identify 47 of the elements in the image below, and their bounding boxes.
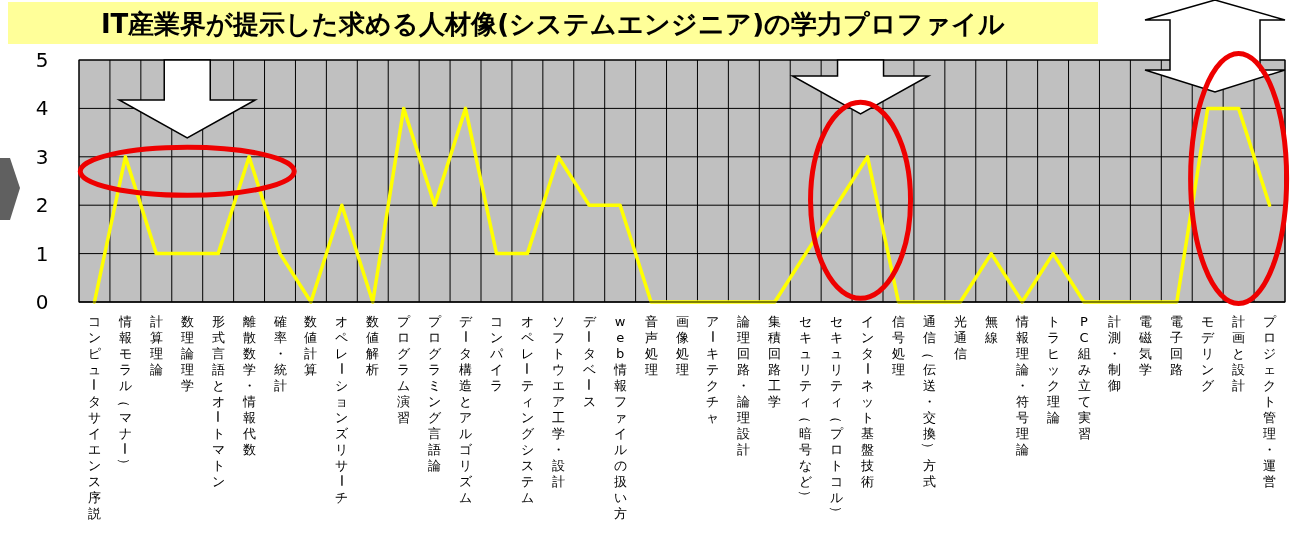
category-label: オペレーティングシステム bbox=[519, 314, 535, 505]
x-tick-label: モデリング bbox=[1201, 314, 1216, 393]
x-tick-label: 集積回路工学 bbox=[768, 314, 782, 409]
x-tick-label: アーキテクチャ bbox=[704, 314, 720, 425]
y-tick-label: 3 bbox=[35, 144, 49, 169]
category-label: コンピュータサイエンス序説 bbox=[86, 314, 102, 521]
x-tick-label: 計算理論 bbox=[149, 314, 163, 377]
x-tick-label: 数値解析 bbox=[365, 314, 380, 377]
x-tick-label: 無線 bbox=[983, 314, 998, 345]
x-tick-label: 画像処理 bbox=[675, 314, 689, 377]
category-label: 形式言語とオートマトン bbox=[210, 314, 226, 489]
x-tick-label: 数理論理学 bbox=[180, 314, 194, 393]
category-label: セキュリティ（暗号など） bbox=[797, 314, 813, 503]
category-label: プログラミング言語論 bbox=[428, 314, 442, 473]
category-label: ソフトウエア工学・設計 bbox=[551, 314, 565, 489]
x-tick-label: トラヒック理論 bbox=[1046, 314, 1060, 425]
x-tick-label: 音声処理 bbox=[644, 314, 658, 377]
x-tick-label: 信号処理 bbox=[891, 314, 905, 377]
x-tick-label: PC組み立て実習 bbox=[1076, 314, 1091, 441]
x-tick-label: 光通信 bbox=[953, 314, 967, 361]
x-tick-label: データベース bbox=[581, 314, 597, 409]
x-tick-label: 確率・統計 bbox=[272, 314, 287, 393]
category-label: web情報ファイルの扱い方 bbox=[613, 314, 627, 521]
category-label: 離散数学・情報代数 bbox=[242, 314, 256, 457]
x-tick-label: 計測・制御 bbox=[1108, 314, 1122, 393]
y-tick-label: 1 bbox=[35, 241, 49, 266]
x-tick-label: 電子回路 bbox=[1170, 314, 1184, 377]
x-tick-label: 電磁気学 bbox=[1138, 314, 1153, 377]
y-tick-label: 0 bbox=[35, 290, 49, 314]
category-label: 通信（伝送・交換）方式 bbox=[921, 314, 937, 489]
category-label: セキュリティ（プロトコル） bbox=[828, 314, 844, 519]
line-series bbox=[92, 106, 1272, 304]
category-label: プロジェクト管理・運営 bbox=[1263, 314, 1277, 489]
chart-title: IT産業界が提示した求める人材像(システムエンジニア)の学力プロファイル bbox=[100, 9, 1006, 39]
category-label: データ構造とアルゴリズム bbox=[457, 314, 473, 505]
x-tick-label: 数値計算 bbox=[304, 314, 318, 377]
category-label: 論理回路・論理設計 bbox=[737, 314, 751, 457]
category-label: オペレーションズリサーチ bbox=[333, 314, 349, 505]
y-tick-label: 2 bbox=[35, 193, 49, 218]
y-tick-label: 5 bbox=[35, 48, 49, 72]
category-label: 情報理論・符号理論 bbox=[1015, 314, 1029, 457]
x-tick-label: コンパイラ bbox=[488, 314, 504, 393]
category-label: インターネット基盤技術 bbox=[859, 314, 875, 489]
y-tick-label: 4 bbox=[35, 96, 49, 121]
x-tick-label: プログラム演習 bbox=[397, 314, 412, 425]
category-label: 情報モラル（マナー） bbox=[117, 314, 133, 471]
x-tick-label: 計画と設計 bbox=[1232, 314, 1246, 393]
